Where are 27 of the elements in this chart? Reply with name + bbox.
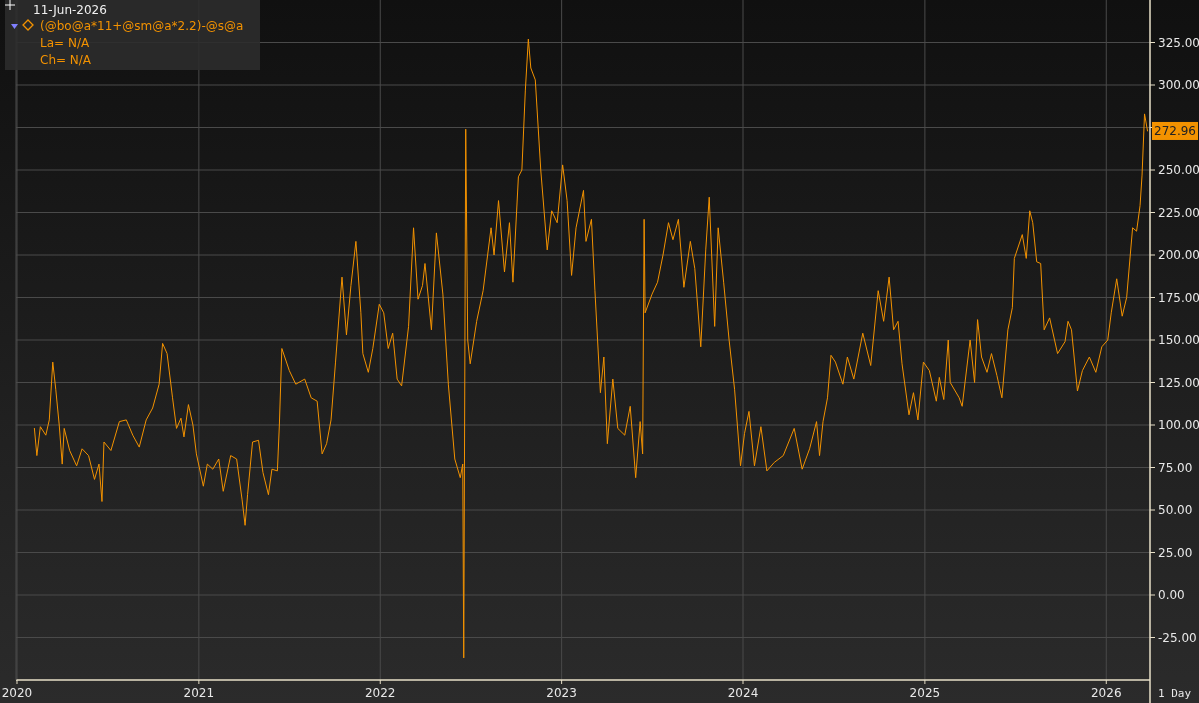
x-tick-label: 2023 <box>546 686 577 700</box>
y-tick-label: 25.00 <box>1158 545 1193 560</box>
y-tick-label: -25.00 <box>1158 630 1197 645</box>
y-tick-label: 50.00 <box>1158 503 1193 518</box>
y-tick-label: 150.00 <box>1158 333 1199 348</box>
y-tick-label: 100.00 <box>1158 418 1199 433</box>
y-tick-label: 225.00 <box>1158 205 1199 220</box>
annotation: La= N/A <box>40 36 90 50</box>
text: 1 Day <box>1158 687 1192 700</box>
x-tick-label: 2021 <box>183 686 215 700</box>
y-tick-label: 125.00 <box>1158 375 1199 390</box>
annotation: Ch= N/A <box>40 53 92 67</box>
annotation: 11-Jun-2026 <box>33 3 107 17</box>
line-series <box>33 38 1149 659</box>
y-tick-label: 0.00 <box>1158 588 1185 603</box>
y-tick-label: 200.00 <box>1158 248 1199 263</box>
x-tick-label: 2025 <box>909 686 941 700</box>
x-tick-label: 2026 <box>1091 686 1122 700</box>
y-tick-label: 325.00 <box>1158 35 1199 50</box>
x-tick-label: 2024 <box>727 686 759 700</box>
y-tick-label: 175.00 <box>1158 290 1199 305</box>
y-tick-label: 300.00 <box>1158 78 1199 93</box>
y-tick-label: 75.00 <box>1158 460 1193 475</box>
y-tick-label: 250.00 <box>1158 163 1199 178</box>
x-tick-label: 2020 <box>1 686 33 700</box>
x-tick-label: 2022 <box>364 686 396 700</box>
legend-label: (@bo@a*11+@sm@a*2.2)-@s@a <box>40 19 244 33</box>
